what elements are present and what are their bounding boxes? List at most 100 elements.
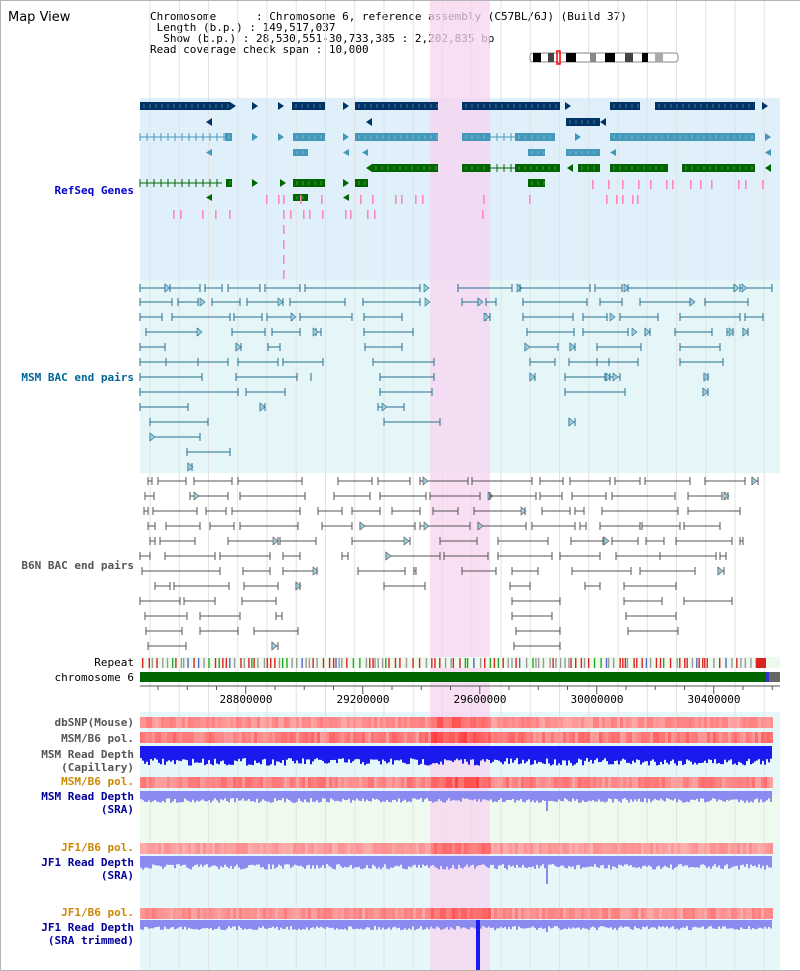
read-depth-bar: [422, 920, 424, 930]
polymorphism-cell: [767, 908, 770, 919]
read-depth-bar: [580, 791, 582, 803]
track-label-jf1-b6-pol-2[interactable]: JF1/B6 pol.: [61, 906, 134, 919]
read-depth-bar: [592, 746, 594, 764]
polymorphism-cell: [512, 908, 515, 919]
polymorphism-cell: [560, 732, 563, 743]
read-depth-bar: [322, 856, 324, 866]
chromosome-ideogram[interactable]: [529, 50, 679, 65]
polymorphism-cell: [740, 777, 743, 788]
read-depth-bar: [676, 791, 678, 803]
read-depth-bar: [576, 920, 578, 928]
read-depth-bar: [760, 920, 762, 928]
repeat-mark: [679, 658, 681, 668]
gene-exon-block: [528, 149, 545, 156]
track-label-refseq[interactable]: RefSeq Genes: [54, 184, 134, 197]
read-depth-bar: [612, 791, 614, 803]
read-depth-bar: [656, 920, 658, 930]
read-depth-bar: [188, 920, 190, 928]
polymorphism-cell: [464, 777, 467, 788]
repeat-mark: [719, 658, 721, 668]
read-depth-bar: [472, 920, 474, 928]
read-depth-bar: [302, 791, 304, 803]
track-label-msm-depth-capillary[interactable]: MSM Read Depth: [41, 748, 134, 761]
track-label-jf1-b6-pol[interactable]: JF1/B6 pol.: [61, 841, 134, 854]
track-label-msm-b6-pol[interactable]: MSM/B6 pol.: [61, 732, 134, 745]
read-depth-bar: [204, 791, 206, 802]
read-depth-bar: [560, 746, 562, 765]
b6n-bac-track[interactable]: [139, 476, 759, 651]
read-depth-bar: [198, 856, 200, 867]
track-label-msm-bac[interactable]: MSM BAC end pairs: [21, 371, 134, 384]
read-depth-bar: [504, 920, 506, 928]
polymorphism-cell: [320, 717, 323, 728]
read-depth-bar: [752, 920, 754, 929]
read-depth-bar: [172, 920, 174, 927]
polymorphism-cell: [191, 908, 194, 919]
msm-bac-track[interactable]: [139, 283, 773, 472]
polymorphism-cell: [386, 777, 389, 788]
track-label-chromosome[interactable]: chromosome 6: [54, 671, 134, 684]
read-depth-bar: [674, 856, 676, 868]
read-depth-bar: [226, 856, 228, 867]
axis-tick-label: 30400000: [688, 693, 741, 706]
read-depth-bar: [360, 920, 362, 929]
polymorphism-cell: [758, 777, 761, 788]
read-depth-bar: [150, 920, 152, 929]
polymorphism-cell: [272, 717, 275, 728]
track-label-repeat[interactable]: Repeat: [94, 656, 134, 669]
read-depth-bar: [362, 920, 364, 930]
track-label-b6n-bac[interactable]: B6N BAC end pairs: [21, 559, 134, 572]
polymorphism-cell: [647, 777, 650, 788]
polymorphism-cell: [146, 777, 149, 788]
read-depth-bar: [162, 920, 164, 930]
polymorphism-cell: [449, 732, 452, 743]
read-depth-bar: [348, 920, 350, 927]
polymorphism-tracks[interactable]: [140, 717, 773, 919]
read-depth-spike: [476, 920, 480, 970]
repeat-track[interactable]: [140, 657, 780, 668]
read-depth-tracks[interactable]: [140, 746, 772, 970]
read-depth-bar: [196, 746, 198, 763]
read-depth-bar: [650, 746, 652, 761]
read-depth-bar: [262, 920, 264, 927]
read-depth-bar: [390, 856, 392, 868]
track-label-dbsnp[interactable]: dbSNP(Mouse): [54, 716, 134, 729]
read-depth-bar: [276, 856, 278, 868]
polymorphism-cell: [284, 717, 287, 728]
read-depth-bar: [502, 746, 504, 765]
repeat-mark: [434, 658, 436, 668]
read-depth-bar: [622, 856, 624, 867]
polymorphism-cell: [494, 843, 497, 854]
read-depth-bar: [692, 791, 694, 800]
read-depth-bar: [566, 746, 568, 766]
polymorphism-cell: [218, 732, 221, 743]
track-label-jf1-depth-sra[interactable]: JF1 Read Depth: [41, 856, 134, 869]
read-depth-bar: [650, 920, 652, 928]
read-depth-bar: [600, 920, 602, 927]
refseq-genes-track[interactable]: [139, 102, 771, 279]
polymorphism-cell: [587, 908, 590, 919]
read-depth-bar: [524, 856, 526, 868]
read-depth-bar: [182, 746, 184, 760]
read-depth-bar: [438, 856, 440, 870]
read-depth-bar: [558, 920, 560, 929]
polymorphism-cell: [668, 908, 671, 919]
chromosome-bar[interactable]: [140, 672, 768, 682]
read-depth-bar: [524, 920, 526, 929]
polymorphism-cell: [341, 843, 344, 854]
polymorphism-cell: [734, 843, 737, 854]
polymorphism-cell: [362, 843, 365, 854]
track-label-msm-b6-pol-2[interactable]: MSM/B6 pol.: [61, 775, 134, 788]
polymorphism-cell: [170, 777, 173, 788]
read-depth-bar: [230, 746, 232, 765]
polymorphism-cell: [686, 908, 689, 919]
read-depth-bar: [592, 856, 594, 867]
polymorphism-cell: [233, 908, 236, 919]
read-depth-bar: [706, 920, 708, 929]
highlight-region[interactable]: [430, 0, 490, 970]
track-label-jf1-depth-trimmed[interactable]: JF1 Read Depth: [41, 921, 134, 934]
repeat-mark: [518, 658, 521, 668]
polymorphism-cell: [410, 777, 413, 788]
track-label-msm-depth-sra[interactable]: MSM Read Depth: [41, 790, 134, 803]
